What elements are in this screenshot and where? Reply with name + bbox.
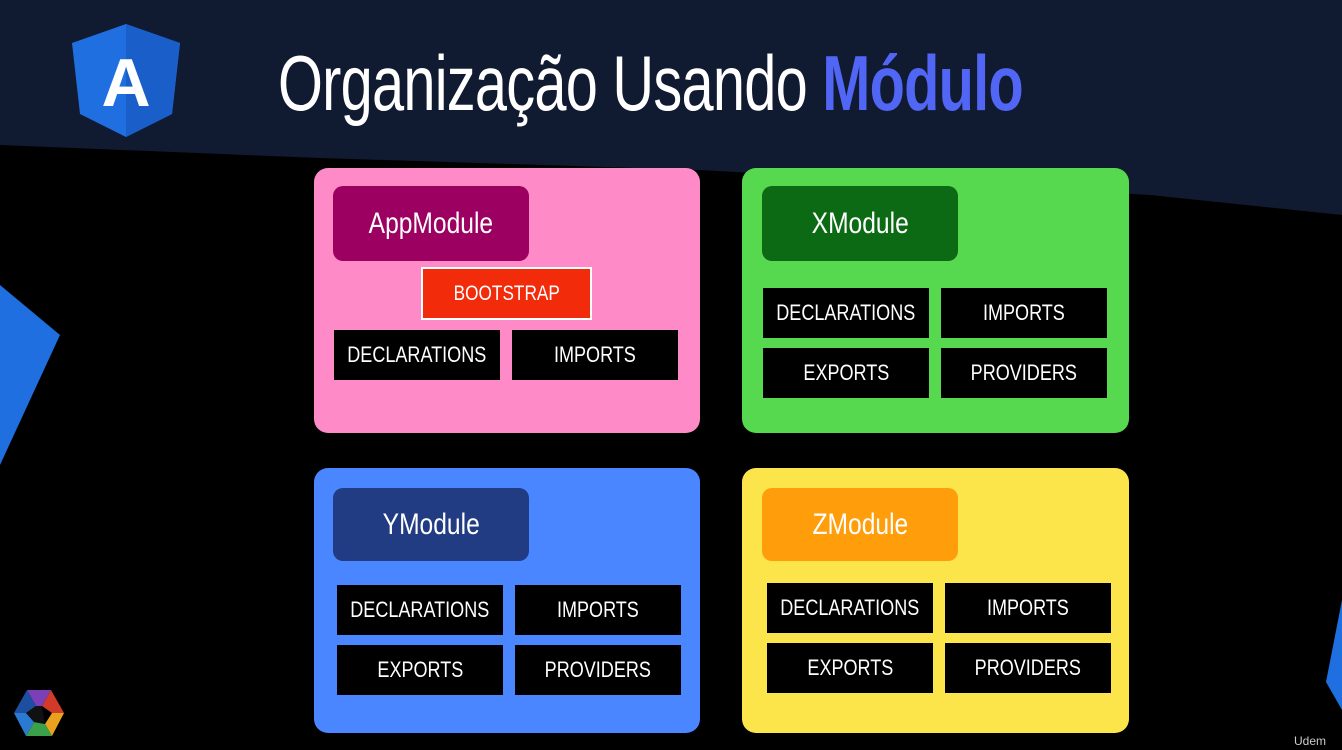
slide-title: Organização Usando Módulo xyxy=(278,28,1024,138)
y-declarations: DECLARATIONS xyxy=(337,585,503,635)
x-module-title: XModule xyxy=(762,186,958,261)
z-declarations: DECLARATIONS xyxy=(767,583,933,633)
z-imports: IMPORTS xyxy=(945,583,1111,633)
z-module-title: ZModule xyxy=(762,488,958,561)
title-accent: Módulo xyxy=(822,39,1023,127)
y-exports: EXPORTS xyxy=(337,645,503,695)
bootstrap-box: BOOTSTRAP xyxy=(421,267,592,320)
x-declarations: DECLARATIONS xyxy=(763,288,929,338)
x-imports: IMPORTS xyxy=(941,288,1107,338)
udemy-watermark: Udem xyxy=(1294,734,1327,748)
app-module: AppModule BOOTSTRAP DECLARATIONS IMPORTS xyxy=(314,168,700,433)
z-providers: PROVIDERS xyxy=(945,643,1111,693)
y-module-title: YModule xyxy=(333,488,529,561)
x-module: XModule DECLARATIONS IMPORTS EXPORTS PRO… xyxy=(742,168,1129,433)
app-declarations: DECLARATIONS xyxy=(334,330,500,380)
logo-letter: A xyxy=(101,45,150,121)
title-band xyxy=(0,0,1342,215)
x-exports: EXPORTS xyxy=(763,348,929,398)
x-providers: PROVIDERS xyxy=(941,348,1107,398)
title-main: Organização Usando xyxy=(278,39,823,127)
y-providers: PROVIDERS xyxy=(515,645,681,695)
angular-logo-icon: A xyxy=(72,24,180,137)
z-module: ZModule DECLARATIONS IMPORTS EXPORTS PRO… xyxy=(742,468,1129,733)
left-decoration xyxy=(0,285,60,465)
channel-logo-icon xyxy=(14,690,64,736)
app-imports: IMPORTS xyxy=(512,330,678,380)
z-exports: EXPORTS xyxy=(767,643,933,693)
y-imports: IMPORTS xyxy=(515,585,681,635)
app-module-title: AppModule xyxy=(333,186,529,261)
y-module: YModule DECLARATIONS IMPORTS EXPORTS PRO… xyxy=(314,468,700,733)
right-decoration xyxy=(1326,600,1342,710)
